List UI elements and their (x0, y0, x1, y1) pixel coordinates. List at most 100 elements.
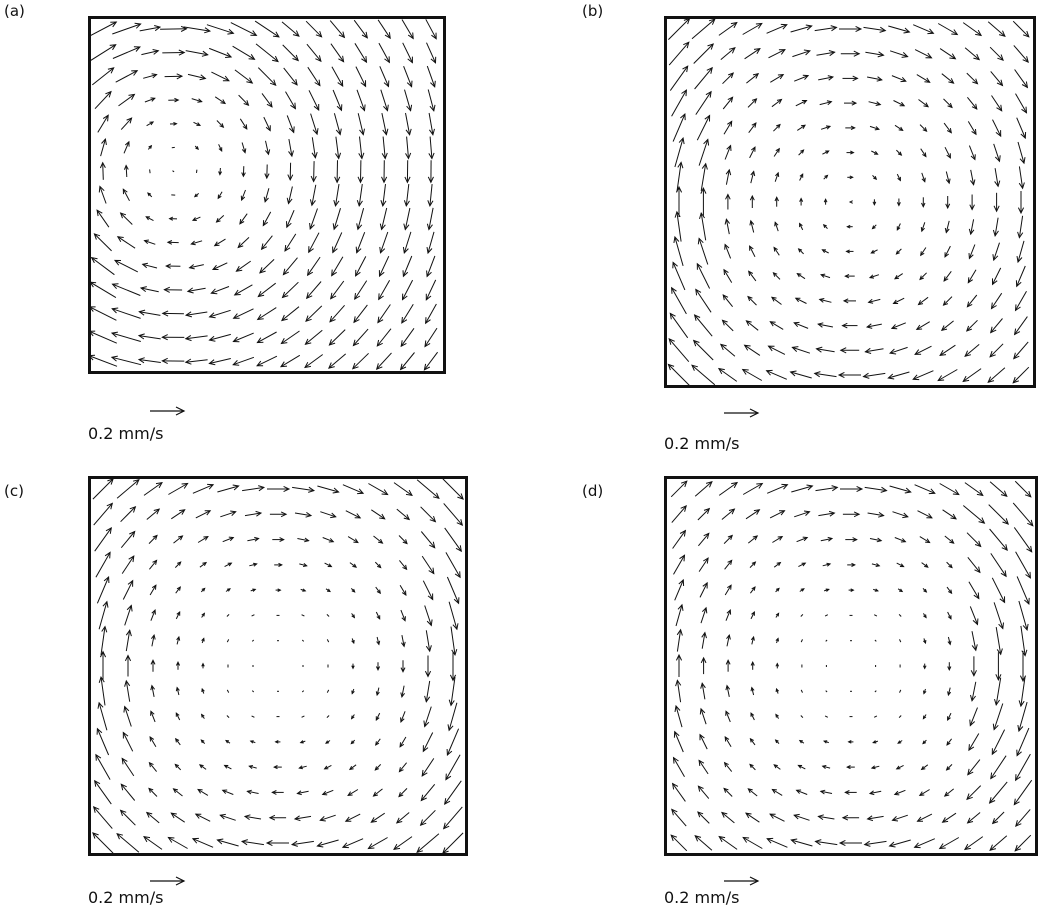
velocity-arrow (322, 537, 335, 543)
velocity-arrow (98, 185, 107, 204)
velocity-arrow (1016, 240, 1025, 264)
velocity-arrow (896, 198, 901, 207)
vector-field (667, 19, 1030, 385)
velocity-arrow (721, 508, 736, 520)
velocity-arrow (672, 261, 686, 291)
velocity-arrow (989, 46, 1004, 62)
velocity-arrow (144, 97, 156, 103)
velocity-arrow (273, 765, 282, 770)
velocity-arrow (674, 704, 683, 728)
velocity-arrow (966, 532, 982, 548)
velocity-arrow (749, 219, 755, 233)
velocity-arrow (184, 311, 208, 318)
vector-field (91, 19, 439, 371)
velocity-arrow (700, 187, 707, 216)
velocity-arrow (94, 90, 112, 110)
velocity-arrow (969, 194, 975, 211)
velocity-arrow (112, 22, 142, 35)
velocity-arrow (922, 613, 927, 619)
velocity-arrow (868, 274, 880, 279)
velocity-arrow (403, 184, 410, 208)
velocity-arrow (818, 298, 832, 303)
velocity-arrow (281, 281, 299, 299)
vector-field (670, 480, 1034, 852)
velocity-arrow (847, 175, 854, 180)
velocity-arrow (375, 352, 392, 370)
velocity-arrow (749, 194, 755, 208)
velocity-arrow (375, 738, 381, 746)
velocity-arrow (669, 312, 689, 339)
velocity-arrow (259, 259, 275, 274)
velocity-arrow (147, 144, 153, 150)
velocity-arrow (922, 714, 927, 720)
velocity-arrow (987, 21, 1006, 37)
velocity-arrow (870, 249, 878, 254)
velocity-arrow (241, 166, 246, 178)
velocity-arrow (344, 813, 361, 822)
velocity-arrow (887, 371, 910, 380)
velocity-arrow (232, 45, 256, 60)
velocity-arrow (675, 679, 682, 703)
velocity-arrow (943, 98, 953, 109)
velocity-arrow (380, 89, 389, 112)
velocity-arrow (334, 136, 342, 160)
velocity-arrow (225, 739, 231, 744)
velocity-arrow (446, 576, 460, 605)
velocity-arrow (898, 614, 902, 617)
velocity-arrow (94, 526, 112, 552)
velocity-arrow (216, 838, 239, 847)
velocity-arrow (945, 171, 951, 185)
velocity-arrow (290, 840, 314, 847)
velocity-arrow (98, 675, 106, 706)
velocity-arrow (920, 247, 927, 257)
velocity-arrow (171, 509, 186, 520)
velocity-arrow (214, 96, 227, 105)
velocity-arrow (304, 354, 323, 369)
velocity-arrow (333, 184, 340, 208)
velocity-arrow (357, 160, 364, 184)
velocity-arrow (720, 47, 736, 60)
velocity-arrow (867, 76, 883, 82)
velocity-arrow (749, 763, 756, 771)
velocity-arrow (173, 535, 184, 544)
velocity-arrow (725, 609, 732, 621)
velocity-arrow (799, 588, 805, 592)
velocity-arrow (321, 789, 334, 796)
velocity-arrow (691, 19, 716, 40)
velocity-arrow (141, 262, 158, 269)
velocity-arrow (121, 555, 135, 574)
velocity-arrow (944, 535, 955, 544)
velocity-arrow (721, 319, 734, 332)
velocity-arrow (1018, 166, 1025, 190)
velocity-arrow (184, 358, 208, 365)
velocity-arrow (874, 639, 877, 642)
velocity-arrow (255, 43, 279, 63)
velocity-arrow (191, 837, 214, 848)
velocity-arrow (123, 705, 132, 727)
velocity-arrow (968, 581, 980, 600)
velocity-arrow (148, 534, 158, 544)
velocity-arrow (374, 764, 382, 771)
velocity-arrow (672, 756, 685, 777)
velocity-arrow (668, 41, 690, 66)
velocity-arrow (873, 588, 880, 592)
velocity-arrow (220, 510, 237, 518)
velocity-arrow (426, 255, 436, 278)
velocity-arrow (848, 200, 853, 204)
velocity-arrow (161, 334, 185, 341)
velocity-arrow (206, 24, 235, 35)
velocity-arrow (121, 757, 135, 777)
velocity-arrow (970, 656, 977, 677)
velocity-arrow (425, 303, 437, 325)
velocity-arrow (840, 50, 861, 57)
velocity-arrow (424, 605, 433, 627)
velocity-arrow (445, 552, 461, 579)
velocity-arrow (894, 537, 907, 543)
velocity-arrow (872, 199, 877, 206)
velocity-arrow (428, 136, 435, 160)
velocity-arrow (742, 836, 763, 849)
velocity-arrow (175, 610, 181, 620)
velocity-arrow (768, 49, 786, 59)
velocity-arrow (381, 160, 388, 184)
velocity-arrow (224, 562, 233, 568)
